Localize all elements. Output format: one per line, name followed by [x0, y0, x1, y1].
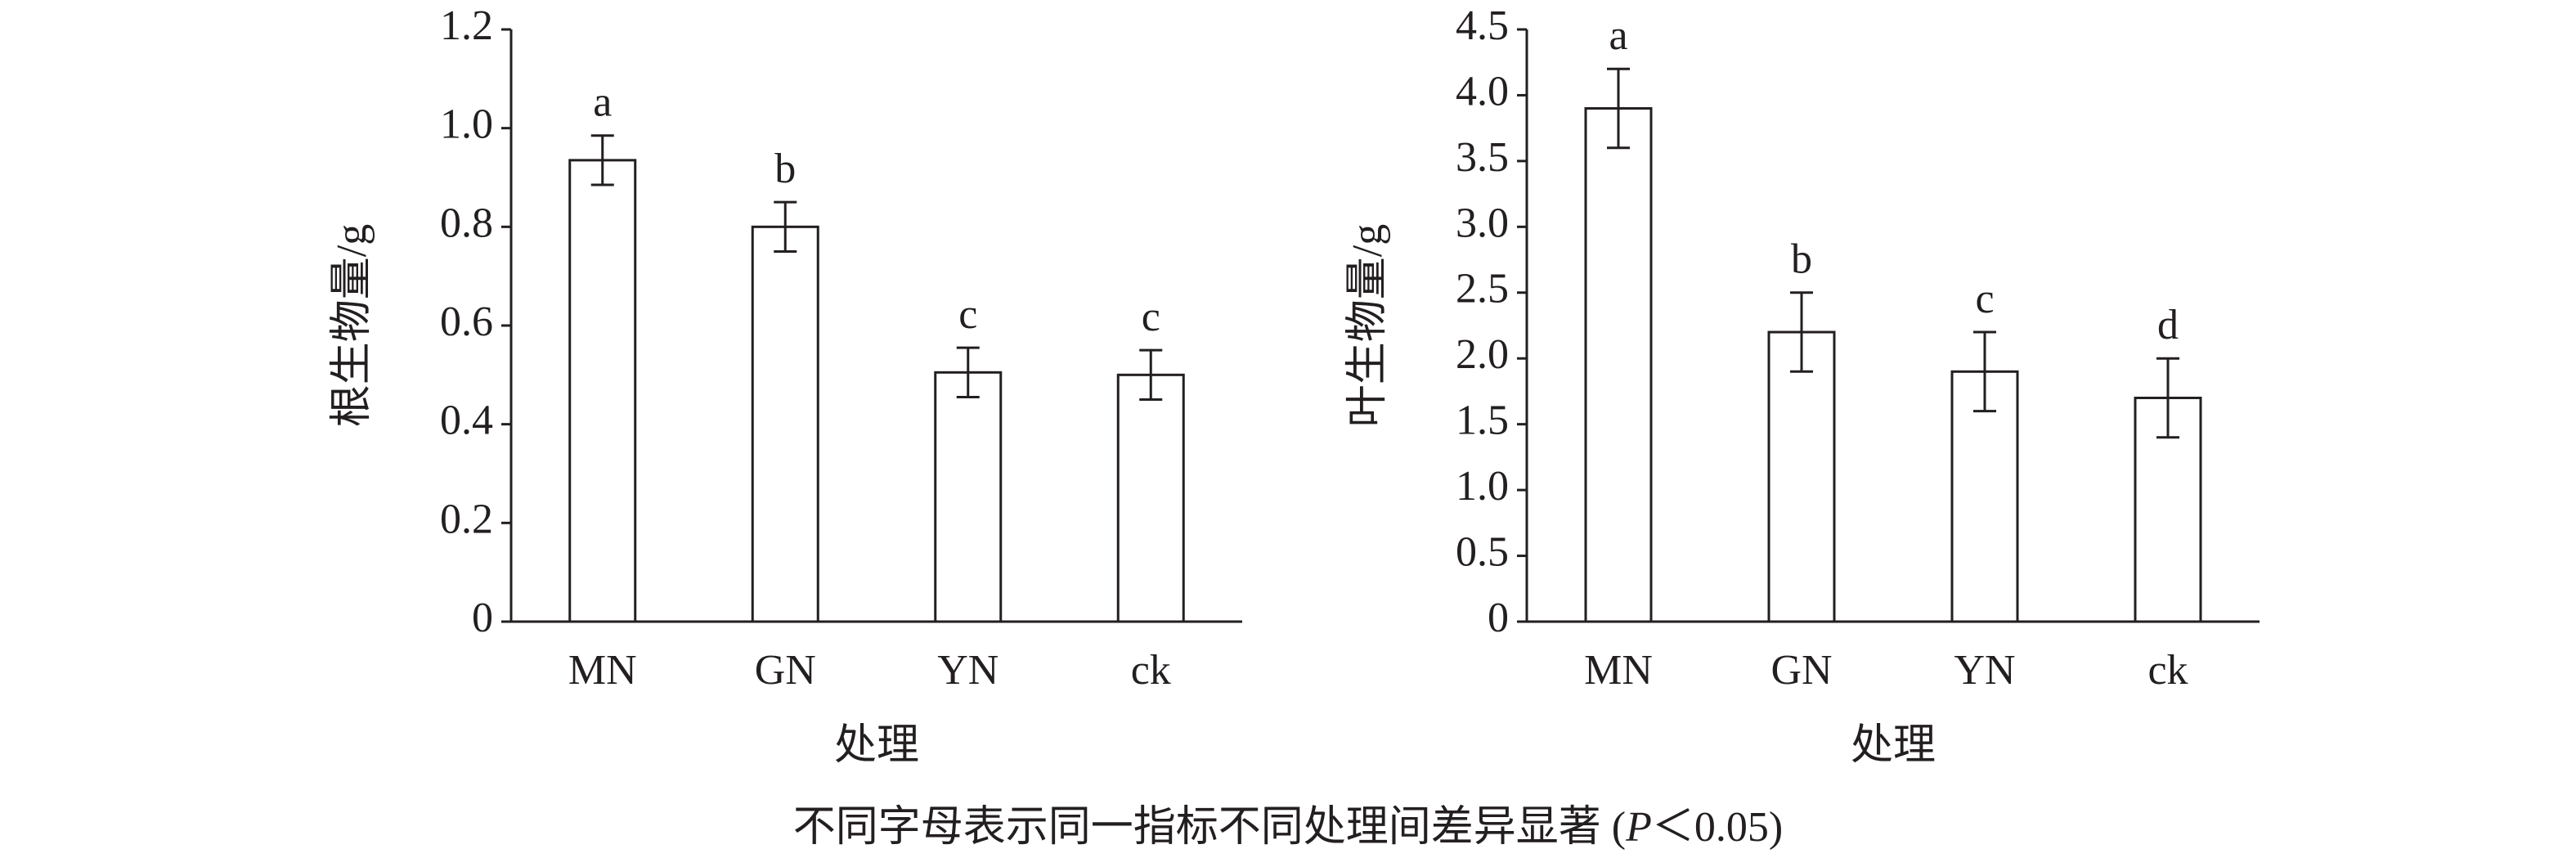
bar	[1950, 370, 2019, 623]
error-bar	[1607, 67, 1630, 150]
x-tick-label: ck	[2147, 647, 2188, 694]
error-bar	[1973, 330, 1996, 413]
significance-letter: a	[593, 79, 612, 126]
significance-letter: c	[1975, 276, 1994, 322]
error-bar	[590, 134, 614, 186]
x-tick-label: GN	[1770, 647, 1832, 694]
bar	[1116, 373, 1185, 623]
caption-italic: P	[1625, 804, 1652, 851]
x-axis-label: 处理	[834, 722, 919, 769]
bar	[568, 159, 637, 623]
y-tick-label: 0.4	[440, 398, 493, 444]
bar	[1767, 330, 1836, 623]
caption: 不同字母表示同一指标不同处理间差异显著 (P＜0.05)	[793, 804, 1783, 851]
y-tick-label: 3.0	[1456, 200, 1509, 246]
bar	[751, 225, 819, 623]
x-tick-label: MN	[568, 647, 637, 694]
x-axis-label: 处理	[1851, 722, 1936, 769]
caption-text: ＜0.05)	[1652, 804, 1783, 851]
x-tick-label: GN	[755, 647, 816, 694]
significance-letter: d	[2157, 302, 2179, 348]
y-axis-label: 叶生物量/g	[1344, 224, 1391, 427]
y-tick-label: 1.0	[1456, 463, 1509, 510]
y-tick-label: 1.2	[440, 2, 493, 49]
significance-letter: c	[958, 291, 977, 338]
error-bar	[1790, 291, 1813, 373]
y-tick-label: 3.5	[1456, 134, 1509, 181]
bar	[1584, 107, 1653, 623]
significance-letter: c	[1142, 294, 1160, 340]
y-tick-label: 1.5	[1456, 398, 1509, 444]
y-tick-label: 2.0	[1456, 331, 1509, 378]
x-tick-label: YN	[937, 647, 999, 694]
y-tick-label: 4.5	[1456, 2, 1509, 49]
x-tick-label: ck	[1131, 647, 1171, 694]
x-tick-label: YN	[1954, 647, 2015, 694]
y-tick-label: 1.0	[440, 101, 493, 148]
error-bar	[956, 346, 980, 398]
y-tick-label: 0.8	[440, 200, 493, 246]
error-bar	[1139, 348, 1163, 401]
y-tick-label: 0.6	[440, 299, 493, 345]
error-bar	[2156, 357, 2179, 439]
y-tick-label: 2.5	[1456, 266, 1509, 312]
y-tick-label: 0.2	[440, 496, 493, 542]
caption-text: 不同字母表示同一指标不同处理间差异显著 (	[793, 804, 1626, 851]
y-tick-label: 0	[1488, 595, 1509, 641]
significance-letter: a	[1609, 12, 1627, 59]
x-tick-label: MN	[1584, 647, 1653, 694]
error-bar	[774, 200, 797, 253]
bar	[934, 371, 1003, 623]
significance-letter: b	[1791, 236, 1812, 283]
significance-letter: b	[774, 146, 796, 192]
y-axis-label: 根生物量/g	[329, 224, 375, 427]
y-tick-label: 4.0	[1456, 68, 1509, 115]
y-tick-label: 0	[472, 595, 493, 641]
y-tick-label: 0.5	[1456, 528, 1509, 575]
